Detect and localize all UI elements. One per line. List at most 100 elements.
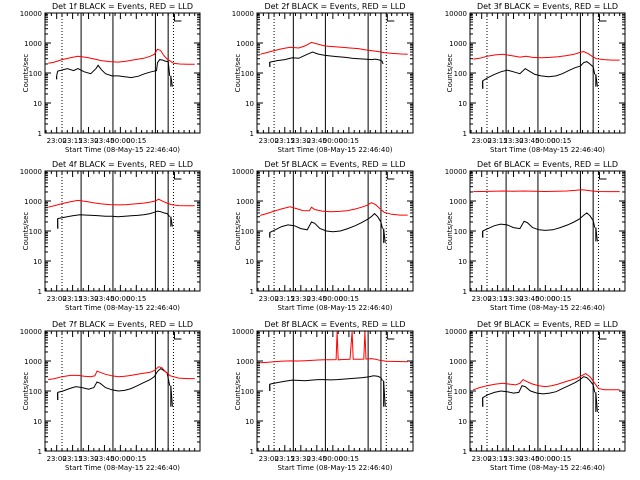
x-tick-label: 23:45	[94, 455, 114, 463]
interval-bracket	[173, 14, 182, 22]
x-tick-label: 23:00	[47, 295, 67, 303]
events-dropoff-segment	[595, 392, 598, 413]
interval-bracket	[386, 332, 395, 340]
detector-3-lld-line	[473, 50, 620, 61]
detector-8-panel: Det 8f BLACK = Events, RED = LLD 1 10 100 10…	[232, 320, 414, 472]
detector-8-axes	[256, 330, 414, 452]
detector-7-panel: Det 7f BLACK = Events, RED = LLD 1 10 100 10…	[20, 320, 201, 472]
y-tick-label: 10	[33, 418, 42, 426]
y-tick-label: 1	[38, 130, 42, 138]
detector-2-axes	[256, 12, 414, 134]
x-tick-label: 00:15	[126, 137, 146, 145]
x-tick-label: 23:30	[291, 137, 311, 145]
detector-8-events-line	[269, 375, 383, 385]
x-tick-label: 00:00	[323, 455, 343, 463]
y-tick-label: 10	[458, 418, 467, 426]
y-tick-label: 10000	[232, 168, 254, 176]
plot-frame	[469, 170, 626, 292]
detector-5-title: Det 5f BLACK = Events, RED = LLD	[264, 160, 405, 169]
detector-8-ylabel: Counts/sec	[234, 372, 242, 411]
x-tick-label: 23:45	[94, 295, 114, 303]
y-tick-label: 1	[463, 448, 467, 456]
x-tick-label: 23:45	[307, 137, 327, 145]
y-tick-label: 10000	[232, 328, 254, 336]
detector-5-ylabel: Counts/sec	[234, 212, 242, 251]
x-tick-label: 23:15	[63, 455, 83, 463]
x-tick-label: 00:15	[339, 137, 359, 145]
detector-2-title: Det 2f BLACK = Events, RED = LLD	[264, 2, 405, 11]
detector-9-lld-line	[473, 373, 620, 391]
detector-6-axes	[469, 170, 626, 292]
detector-7-events-line	[57, 367, 171, 393]
detector-7-title: Det 7f BLACK = Events, RED = LLD	[52, 320, 193, 329]
y-tick-label: 10000	[20, 10, 42, 18]
detector-5-axes	[256, 170, 414, 292]
y-tick-label: 1000	[449, 198, 467, 206]
detector-1-axes	[44, 12, 201, 134]
y-tick-label: 10000	[445, 10, 467, 18]
y-tick-label: 100	[454, 388, 467, 396]
detector-1-events-line	[56, 59, 171, 79]
x-tick-label: 00:15	[126, 455, 146, 463]
detector-1-title: Det 1f BLACK = Events, RED = LLD	[52, 2, 193, 11]
x-tick-label: 23:45	[519, 295, 539, 303]
y-tick-label: 100	[29, 70, 42, 78]
x-tick-label: 00:15	[126, 295, 146, 303]
y-tick-label: 100	[241, 388, 254, 396]
plot-frame	[256, 330, 414, 452]
detector-4-xlabel: Start Time (08-May-15 22:46:40)	[65, 304, 180, 312]
x-tick-label: 23:15	[275, 295, 295, 303]
detector-1-panel: Det 1f BLACK = Events, RED = LLD 1 10 100 10…	[20, 2, 201, 154]
y-tick-label: 10000	[445, 328, 467, 336]
detector-2-ylabel: Counts/sec	[234, 54, 242, 93]
detector-1-lld-line	[48, 48, 195, 65]
x-tick-label: 00:00	[110, 137, 130, 145]
detector-8-xlabel: Start Time (08-May-15 22:46:40)	[277, 464, 392, 472]
y-tick-label: 1000	[24, 358, 42, 366]
x-tick-label: 23:30	[78, 455, 98, 463]
y-tick-label: 10	[33, 258, 42, 266]
x-tick-label: 00:00	[535, 295, 555, 303]
y-tick-label: 10000	[232, 10, 254, 18]
y-tick-label: 100	[454, 228, 467, 236]
y-tick-label: 1000	[449, 358, 467, 366]
y-tick-label: 1	[250, 448, 254, 456]
x-tick-label: 23:15	[488, 137, 508, 145]
x-tick-label: 00:00	[323, 295, 343, 303]
y-tick-label: 10000	[20, 168, 42, 176]
x-tick-label: 00:15	[551, 295, 571, 303]
x-tick-label: 00:00	[535, 455, 555, 463]
x-tick-label: 23:45	[307, 295, 327, 303]
x-tick-label: 23:00	[472, 455, 492, 463]
x-tick-label: 23:15	[488, 455, 508, 463]
detector-5-events-line	[269, 212, 383, 233]
x-tick-label: 23:30	[291, 295, 311, 303]
x-tick-label: 23:15	[275, 455, 295, 463]
y-tick-label: 1000	[24, 198, 42, 206]
interval-bracket	[173, 172, 182, 180]
detector-2-panel: Det 2f BLACK = Events, RED = LLD 1 10 100 10…	[232, 2, 414, 154]
detector-3-events-line	[482, 61, 596, 82]
events-dropoff-segment	[383, 228, 386, 243]
x-tick-label: 23:30	[291, 455, 311, 463]
interval-bracket	[386, 14, 395, 22]
plot-frame	[44, 12, 201, 134]
y-tick-label: 100	[29, 388, 42, 396]
detector-4-events-line	[57, 210, 171, 220]
detector-7-xlabel: Start Time (08-May-15 22:46:40)	[65, 464, 180, 472]
events-dropoff-segment	[383, 380, 386, 407]
x-tick-label: 00:15	[339, 455, 359, 463]
detector-9-axes	[469, 330, 626, 452]
events-dropoff-segment	[170, 385, 173, 407]
detector-1-xlabel: Start Time (08-May-15 22:46:40)	[65, 146, 180, 154]
x-tick-label: 23:30	[78, 137, 98, 145]
x-tick-label: 00:00	[323, 137, 343, 145]
y-tick-label: 1	[38, 288, 42, 296]
detector-9-ylabel: Counts/sec	[446, 372, 454, 411]
plot-frame	[469, 330, 626, 452]
detector-9-title: Det 9f BLACK = Events, RED = LLD	[477, 320, 618, 329]
interval-bracket	[598, 14, 607, 22]
interval-bracket	[173, 332, 182, 340]
x-tick-label: 23:15	[63, 295, 83, 303]
plot-frame	[469, 12, 626, 134]
